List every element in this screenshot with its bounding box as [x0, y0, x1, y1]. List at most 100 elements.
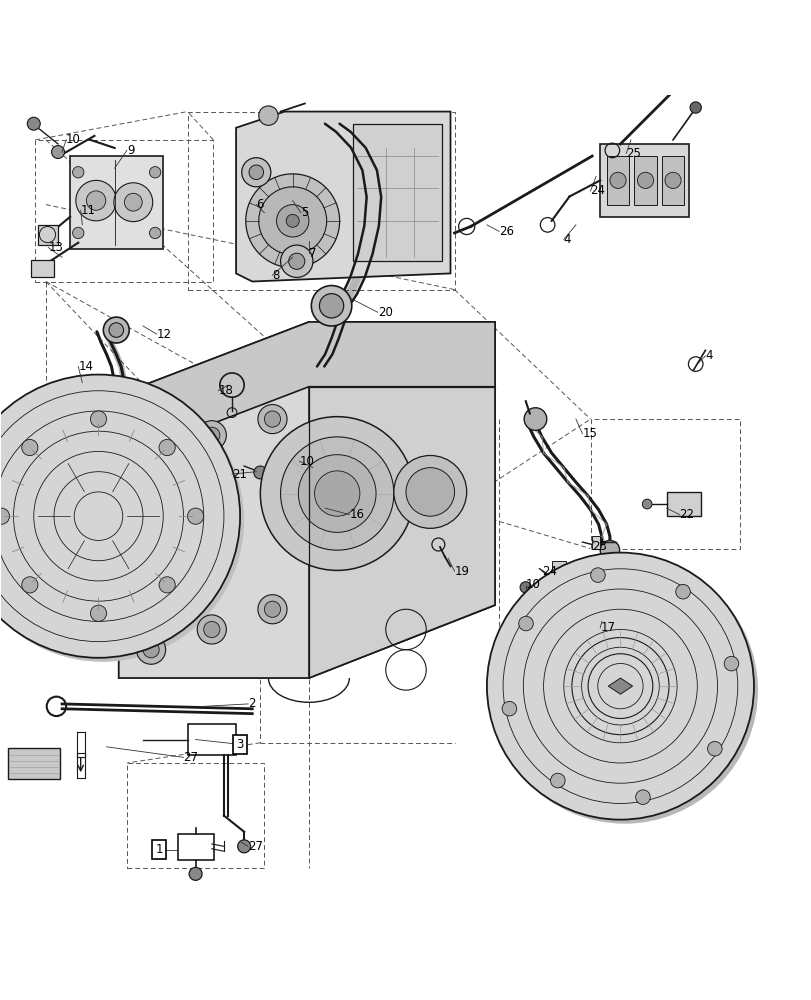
Circle shape — [642, 499, 651, 509]
Circle shape — [90, 605, 106, 621]
Circle shape — [599, 540, 619, 560]
Bar — [187, 112, 454, 290]
Circle shape — [723, 656, 738, 671]
Bar — [353, 124, 442, 261]
Circle shape — [159, 439, 175, 456]
Circle shape — [28, 117, 41, 130]
Circle shape — [204, 621, 220, 638]
Circle shape — [298, 455, 375, 532]
Bar — [590, 419, 740, 549]
Circle shape — [0, 379, 244, 662]
Circle shape — [675, 584, 689, 599]
Circle shape — [149, 167, 161, 178]
Bar — [36, 140, 213, 282]
Text: 11: 11 — [80, 204, 96, 217]
Circle shape — [109, 323, 123, 337]
Text: 20: 20 — [377, 306, 392, 319]
Circle shape — [264, 601, 281, 617]
Circle shape — [311, 286, 351, 326]
Circle shape — [242, 158, 271, 187]
Bar — [661, 156, 684, 205]
Circle shape — [281, 245, 312, 277]
Bar — [599, 144, 689, 217]
Circle shape — [204, 427, 220, 443]
Text: 21: 21 — [232, 468, 247, 481]
Circle shape — [258, 405, 287, 434]
Circle shape — [491, 557, 757, 824]
Text: 6: 6 — [256, 198, 264, 211]
Circle shape — [72, 167, 84, 178]
PathPatch shape — [118, 322, 495, 678]
Bar — [8, 748, 60, 779]
Text: 4: 4 — [705, 349, 712, 362]
Circle shape — [314, 471, 359, 516]
Circle shape — [136, 437, 165, 466]
Circle shape — [246, 174, 339, 268]
Text: 27: 27 — [248, 840, 263, 853]
Text: 19: 19 — [454, 565, 469, 578]
Text: 4: 4 — [563, 233, 571, 246]
Circle shape — [581, 615, 594, 628]
Text: 12: 12 — [157, 328, 172, 341]
Circle shape — [90, 411, 106, 427]
PathPatch shape — [236, 112, 450, 282]
Text: 26: 26 — [499, 225, 513, 238]
Circle shape — [187, 508, 204, 524]
Circle shape — [103, 317, 129, 343]
Circle shape — [51, 146, 64, 159]
Circle shape — [260, 417, 414, 570]
Circle shape — [487, 553, 753, 820]
Bar — [178, 834, 214, 860]
Text: 3: 3 — [236, 738, 243, 751]
Circle shape — [518, 616, 533, 631]
PathPatch shape — [308, 387, 495, 678]
Circle shape — [609, 172, 625, 188]
Circle shape — [550, 773, 564, 788]
Text: 22: 22 — [679, 508, 693, 521]
Circle shape — [136, 635, 165, 664]
Text: 1: 1 — [155, 843, 163, 856]
Text: 27: 27 — [183, 751, 198, 764]
Circle shape — [197, 421, 226, 450]
Circle shape — [664, 172, 680, 188]
Circle shape — [286, 214, 298, 227]
Circle shape — [406, 468, 454, 516]
Text: 24: 24 — [541, 565, 556, 578]
Circle shape — [86, 191, 105, 210]
Circle shape — [281, 437, 393, 550]
Circle shape — [149, 227, 161, 239]
Circle shape — [72, 227, 84, 239]
Text: 10: 10 — [66, 133, 81, 146]
Circle shape — [706, 741, 721, 756]
Bar — [591, 536, 599, 549]
Text: 10: 10 — [298, 455, 314, 468]
Circle shape — [0, 508, 10, 524]
Circle shape — [197, 615, 226, 644]
Text: 8: 8 — [272, 269, 280, 282]
Circle shape — [0, 375, 240, 658]
Circle shape — [259, 187, 326, 255]
Circle shape — [159, 577, 175, 593]
Circle shape — [124, 193, 142, 211]
Text: 13: 13 — [49, 241, 63, 254]
Bar — [32, 260, 54, 277]
Text: 23: 23 — [591, 540, 607, 553]
Circle shape — [22, 439, 38, 456]
Bar — [606, 156, 629, 205]
Circle shape — [259, 106, 278, 125]
Circle shape — [296, 458, 307, 469]
Circle shape — [689, 102, 701, 113]
Circle shape — [319, 294, 343, 318]
Text: 9: 9 — [127, 144, 134, 157]
Circle shape — [114, 183, 152, 222]
Bar — [666, 492, 700, 516]
Circle shape — [75, 180, 116, 221]
Text: 5: 5 — [300, 206, 308, 219]
Circle shape — [524, 408, 546, 430]
Text: 15: 15 — [581, 427, 597, 440]
Circle shape — [143, 443, 159, 460]
Text: 7: 7 — [308, 247, 316, 260]
Text: 17: 17 — [599, 621, 615, 634]
Text: 16: 16 — [349, 508, 364, 521]
Circle shape — [189, 867, 202, 880]
